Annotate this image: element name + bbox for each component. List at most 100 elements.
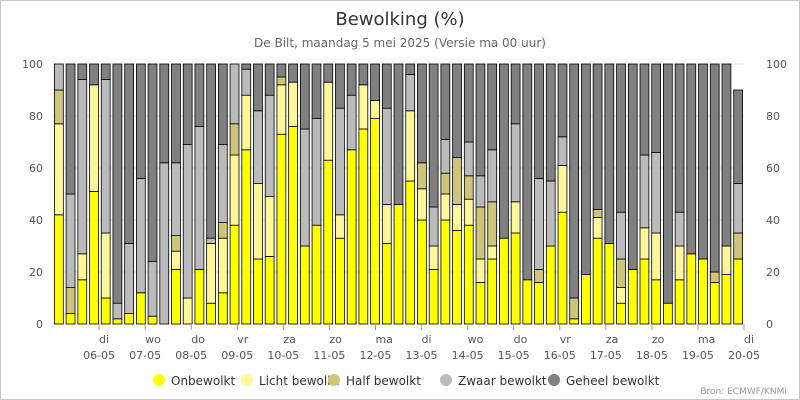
bar-segment-geheel-bewolkt[interactable]	[77, 63, 88, 81]
bar-segment-zwaar-bewolkt[interactable]	[440, 138, 451, 174]
bar-segment-licht-bewolkt[interactable]	[241, 94, 252, 151]
bar-segment-onbewolkt[interactable]	[264, 255, 275, 325]
bar-segment-geheel-bewolkt[interactable]	[100, 63, 111, 81]
bar-segment-zwaar-bewolkt[interactable]	[241, 68, 252, 96]
legend-item-zwaar-bewolkt[interactable]: Zwaar bewolkt	[440, 374, 547, 388]
bar-segment-licht-bewolkt[interactable]	[77, 253, 88, 281]
bar-segment-onbewolkt[interactable]	[288, 126, 298, 325]
bar-segment-zwaar-bewolkt[interactable]	[147, 261, 158, 317]
bar-segment-zwaar-bewolkt[interactable]	[487, 149, 498, 203]
bar-segment-geheel-bewolkt[interactable]	[264, 63, 275, 96]
bar-segment-geheel-bewolkt[interactable]	[335, 63, 345, 109]
bar-segment-onbewolkt[interactable]	[253, 258, 263, 325]
bar-segment-licht-bewolkt[interactable]	[264, 196, 275, 257]
bar-segment-zwaar-bewolkt[interactable]	[651, 151, 662, 234]
bar-segment-half-bewolkt[interactable]	[65, 287, 76, 315]
bar-segment-licht-bewolkt[interactable]	[487, 245, 498, 260]
bar-segment-geheel-bewolkt[interactable]	[545, 63, 556, 182]
bar-segment-onbewolkt[interactable]	[65, 313, 76, 325]
bar-segment-licht-bewolkt[interactable]	[253, 183, 263, 260]
bar-segment-licht-bewolkt[interactable]	[276, 84, 287, 135]
bar-segment-geheel-bewolkt[interactable]	[698, 63, 708, 260]
bar-segment-zwaar-bewolkt[interactable]	[335, 107, 345, 216]
bar-segment-geheel-bewolkt[interactable]	[487, 63, 498, 151]
bar-segment-zwaar-bewolkt[interactable]	[135, 177, 146, 294]
bar-segment-half-bewolkt[interactable]	[592, 209, 603, 218]
bar-segment-licht-bewolkt[interactable]	[428, 245, 439, 270]
bar-segment-licht-bewolkt[interactable]	[370, 100, 380, 120]
bar-segment-geheel-bewolkt[interactable]	[288, 63, 298, 83]
bar-segment-geheel-bewolkt[interactable]	[592, 63, 603, 211]
bar-segment-zwaar-bewolkt[interactable]	[381, 107, 392, 205]
bar-segment-onbewolkt[interactable]	[639, 258, 650, 325]
bar-segment-geheel-bewolkt[interactable]	[253, 63, 263, 112]
bar-segment-half-bewolkt[interactable]	[487, 201, 498, 247]
bar-segment-half-bewolkt[interactable]	[440, 172, 451, 195]
bar-segment-onbewolkt[interactable]	[581, 274, 591, 325]
bar-segment-zwaar-bewolkt[interactable]	[194, 126, 205, 270]
bar-segment-onbewolkt[interactable]	[569, 318, 580, 325]
bar-segment-zwaar-bewolkt[interactable]	[124, 242, 134, 314]
bar-segment-onbewolkt[interactable]	[417, 219, 427, 325]
bar-segment-half-bewolkt[interactable]	[616, 258, 626, 289]
bar-segment-geheel-bewolkt[interactable]	[499, 63, 509, 239]
bar-segment-licht-bewolkt[interactable]	[171, 250, 181, 270]
bar-segment-geheel-bewolkt[interactable]	[639, 63, 650, 156]
legend-item-onbewolkt[interactable]: Onbewolkt	[153, 374, 235, 388]
bar-segment-onbewolkt[interactable]	[299, 245, 310, 325]
bar-segment-zwaar-bewolkt[interactable]	[346, 94, 357, 151]
bar-segment-licht-bewolkt[interactable]	[54, 123, 64, 216]
bar-segment-geheel-bewolkt[interactable]	[194, 63, 205, 127]
bar-segment-onbewolkt[interactable]	[171, 268, 181, 325]
bar-segment-geheel-bewolkt[interactable]	[182, 63, 193, 145]
bar-segment-onbewolkt[interactable]	[616, 302, 626, 325]
bar-segment-onbewolkt[interactable]	[545, 245, 556, 325]
bar-segment-onbewolkt[interactable]	[452, 229, 462, 325]
bar-segment-onbewolkt[interactable]	[592, 237, 603, 325]
bar-segment-half-bewolkt[interactable]	[569, 297, 580, 320]
bar-segment-zwaar-bewolkt[interactable]	[182, 144, 193, 299]
bar-segment-onbewolkt[interactable]	[393, 203, 404, 325]
bar-segment-licht-bewolkt[interactable]	[335, 214, 345, 239]
bar-segment-onbewolkt[interactable]	[663, 302, 673, 325]
bar-segment-geheel-bewolkt[interactable]	[581, 63, 591, 276]
bar-segment-zwaar-bewolkt[interactable]	[171, 162, 181, 237]
bar-segment-zwaar-bewolkt[interactable]	[100, 79, 111, 234]
bar-segment-onbewolkt[interactable]	[522, 279, 533, 325]
bar-segment-zwaar-bewolkt[interactable]	[54, 63, 64, 91]
legend-item-licht-bewolkt[interactable]: Licht bewolkt	[241, 374, 339, 388]
bar-segment-onbewolkt[interactable]	[100, 297, 111, 325]
bar-segment-geheel-bewolkt[interactable]	[417, 63, 427, 164]
bar-segment-onbewolkt[interactable]	[475, 281, 486, 325]
bar-segment-geheel-bewolkt[interactable]	[381, 63, 392, 109]
bar-segment-onbewolkt[interactable]	[499, 237, 509, 325]
bar-segment-geheel-bewolkt[interactable]	[510, 63, 521, 125]
bar-segment-zwaar-bewolkt[interactable]	[112, 302, 123, 320]
bar-segment-onbewolkt[interactable]	[534, 281, 544, 325]
bar-segment-onbewolkt[interactable]	[112, 318, 123, 325]
legend-item-geheel-bewolkt[interactable]: Geheel bewolkt	[548, 374, 660, 388]
bar-segment-geheel-bewolkt[interactable]	[463, 63, 474, 143]
bar-segment-onbewolkt[interactable]	[323, 159, 334, 325]
bar-segment-onbewolkt[interactable]	[487, 258, 498, 325]
bar-segment-geheel-bewolkt[interactable]	[627, 63, 638, 270]
bar-segment-onbewolkt[interactable]	[674, 279, 685, 325]
bar-segment-onbewolkt[interactable]	[733, 258, 743, 325]
bar-segment-geheel-bewolkt[interactable]	[147, 63, 158, 263]
bar-segment-geheel-bewolkt[interactable]	[651, 63, 662, 153]
bar-segment-zwaar-bewolkt[interactable]	[557, 136, 568, 166]
bar-segment-geheel-bewolkt[interactable]	[405, 63, 416, 75]
bar-segment-half-bewolkt[interactable]	[229, 123, 240, 156]
bar-segment-licht-bewolkt[interactable]	[475, 258, 486, 283]
bar-segment-licht-bewolkt[interactable]	[405, 110, 416, 182]
bar-segment-onbewolkt[interactable]	[698, 258, 708, 325]
bar-segment-licht-bewolkt[interactable]	[721, 245, 732, 276]
bar-segment-onbewolkt[interactable]	[381, 242, 392, 325]
bar-segment-licht-bewolkt[interactable]	[417, 188, 427, 221]
bar-segment-geheel-bewolkt[interactable]	[112, 63, 123, 304]
bar-segment-zwaar-bewolkt[interactable]	[65, 193, 76, 288]
bar-segment-zwaar-bewolkt[interactable]	[299, 128, 310, 247]
bar-segment-onbewolkt[interactable]	[405, 180, 416, 325]
bar-segment-licht-bewolkt[interactable]	[89, 84, 99, 192]
bar-segment-half-bewolkt[interactable]	[733, 232, 743, 260]
